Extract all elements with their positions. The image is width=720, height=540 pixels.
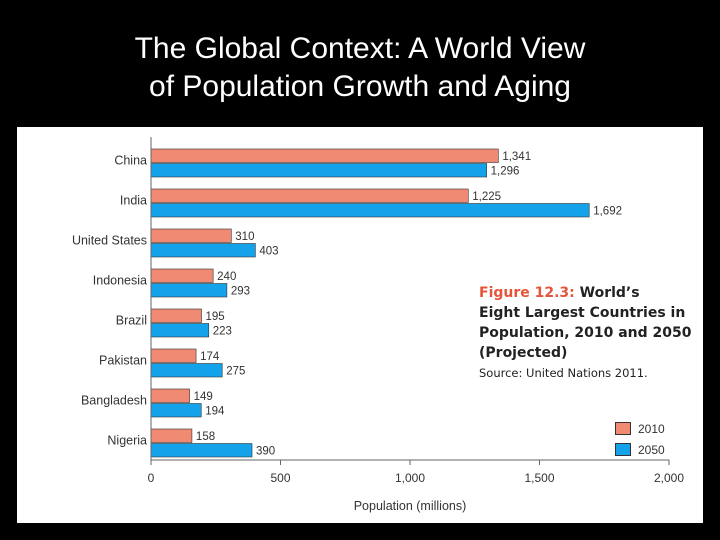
legend-item-2010: 2010 <box>615 420 665 437</box>
value-label-2050-united-states: 403 <box>259 246 278 258</box>
x-tick-label-1000: 1,000 <box>395 471 425 485</box>
caption-line-1-rest: World’s <box>579 285 640 301</box>
figure-caption: Figure 12.3: World’s Eight Largest Count… <box>479 283 699 382</box>
slide-title-line-1: The Global Context: A World View <box>134 32 586 65</box>
bar-2050-united-states <box>150 243 256 258</box>
bar-2010-united-states <box>150 228 232 243</box>
bar-2010-bangladesh <box>150 388 190 403</box>
bar-2010-china <box>150 148 499 163</box>
value-label-2010-brazil: 195 <box>206 311 225 323</box>
caption-line-1: Figure 12.3: World’s <box>479 283 699 303</box>
category-label-united-states: United States <box>72 234 147 248</box>
value-label-2050-china: 1,296 <box>491 166 520 178</box>
value-label-2010-indonesia: 240 <box>217 271 236 283</box>
bar-2050-bangladesh <box>150 403 202 418</box>
bar-2010-india <box>150 188 469 203</box>
category-label-bangladesh: Bangladesh <box>81 394 147 408</box>
slide-title-line-2: of Population Growth and Aging <box>149 70 571 103</box>
value-label-2050-nigeria: 390 <box>256 446 275 458</box>
value-label-2010-united-states: 310 <box>235 231 254 243</box>
bar-2050-indonesia <box>150 283 228 298</box>
caption-line-4: (Projected) <box>479 345 568 361</box>
legend-swatch-2010 <box>615 422 631 435</box>
caption-line-2: Eight Largest Countries in <box>479 305 686 321</box>
figure-label: Figure 12.3: <box>479 285 575 301</box>
x-tick-label-2000: 2,000 <box>654 471 684 485</box>
category-label-brazil: Brazil <box>116 314 147 328</box>
caption-source: Source: United Nations 2011. <box>479 366 648 380</box>
value-label-2010-pakistan: 174 <box>200 351 220 363</box>
value-label-2050-indonesia: 293 <box>231 286 250 298</box>
legend-label-2010: 2010 <box>638 421 665 436</box>
bar-2050-pakistan <box>150 363 223 378</box>
x-tick-label-500: 500 <box>270 471 290 485</box>
x-tick-label-0: 0 <box>148 471 155 485</box>
value-label-2050-brazil: 223 <box>213 326 232 338</box>
caption-line-3: Population, 2010 and 2050 <box>479 325 692 341</box>
category-label-nigeria: Nigeria <box>107 434 147 448</box>
bar-2010-brazil <box>150 308 202 323</box>
x-tick-label-1500: 1,500 <box>524 471 554 485</box>
value-label-2010-china: 1,341 <box>502 151 531 163</box>
legend-item-2050: 2050 <box>615 441 665 458</box>
value-label-2050-pakistan: 275 <box>226 366 245 378</box>
category-label-indonesia: Indonesia <box>93 274 147 288</box>
value-label-2050-india: 1,692 <box>593 206 622 218</box>
chart-panel: China 1,341 1,296 India 1,225 1,692 United Sta… <box>17 127 703 523</box>
value-label-2050-bangladesh: 194 <box>205 406 225 418</box>
bar-2050-china <box>150 163 487 178</box>
bar-chart: China 1,341 1,296 India 1,225 1,692 United Sta… <box>72 137 684 513</box>
value-label-2010-india: 1,225 <box>472 191 501 203</box>
value-label-2010-nigeria: 158 <box>196 431 215 443</box>
x-axis-title: Population (millions) <box>354 499 467 513</box>
legend-swatch-2050 <box>615 443 631 456</box>
chart-legend: 2010 2050 <box>615 420 665 462</box>
bar-2010-pakistan <box>150 348 197 363</box>
bar-2010-nigeria <box>150 428 193 443</box>
bar-2050-nigeria <box>150 443 253 458</box>
bar-2050-india <box>150 203 590 218</box>
category-label-china: China <box>114 154 147 168</box>
legend-label-2050: 2050 <box>638 442 665 457</box>
value-label-2010-bangladesh: 149 <box>194 391 213 403</box>
bar-2010-indonesia <box>150 268 214 283</box>
category-label-india: India <box>120 194 147 208</box>
slide-title: The Global Context: A World View of Popu… <box>0 30 720 106</box>
category-label-pakistan: Pakistan <box>99 354 147 368</box>
bar-2050-brazil <box>150 323 210 338</box>
